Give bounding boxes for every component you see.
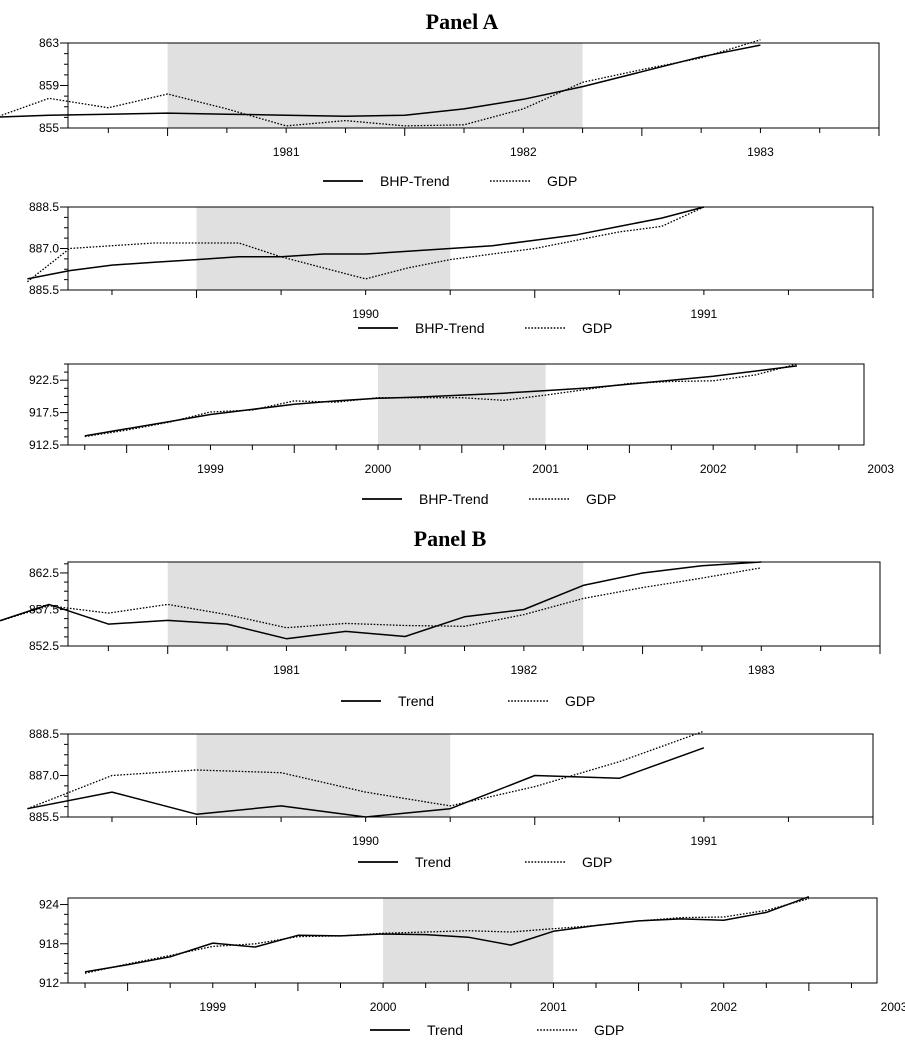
- x-tick-label: 1990: [352, 307, 379, 321]
- x-tick-label: 1981: [273, 145, 300, 159]
- x-tick-label: 2002: [700, 462, 727, 476]
- legend-label: GDP: [582, 320, 612, 336]
- panel-b-title: Panel B: [414, 526, 487, 551]
- legend: BHP-Trend GDP: [358, 320, 612, 336]
- x-tick-label: 1990: [352, 834, 379, 848]
- legend-label: Trend: [398, 693, 434, 709]
- x-tick-label: 1999: [199, 1000, 226, 1014]
- x-tick-label: 2003: [867, 462, 894, 476]
- shaded-region: [196, 207, 451, 290]
- shaded-region: [196, 734, 451, 817]
- shaded-region: [383, 898, 554, 983]
- series-line-bhp-trend: [0, 44, 761, 118]
- y-tick-label: 859: [39, 79, 59, 93]
- shaded-region: [167, 562, 584, 646]
- x-tick-label: 1983: [747, 145, 774, 159]
- legend-label: GDP: [547, 173, 577, 189]
- x-tick-label: 2001: [532, 462, 559, 476]
- legend: BHP-Trend GDP: [362, 491, 616, 507]
- y-tick-label: 912.5: [29, 438, 59, 452]
- chart-5: 885.5 887.0 888.5 1990 1991 Trend GDP: [27, 727, 874, 870]
- x-tick-label: 2003: [881, 1000, 905, 1014]
- x-tick-label: 2000: [365, 462, 392, 476]
- x-tick-label: 2002: [710, 1000, 737, 1014]
- legend: Trend GDP: [370, 1022, 624, 1038]
- shaded-region: [378, 364, 546, 445]
- legend: BHP-Trend GDP: [323, 173, 577, 189]
- chart-1: 855 859 863 1981 1982 1983 BHP-Trend GDP: [0, 36, 880, 189]
- x-tick-label: 1991: [691, 307, 718, 321]
- series-line-gdp: [84, 363, 798, 438]
- chart-6: 912 918 924 1999 2000 2001 2002 2003 Trend GDP: [39, 895, 905, 1038]
- plot-frame: [67, 733, 874, 818]
- legend-label: GDP: [586, 491, 616, 507]
- legend-label: GDP: [565, 693, 595, 709]
- series-line-trend: [0, 561, 762, 640]
- legend-label: GDP: [594, 1022, 624, 1038]
- x-tick-label: 1982: [511, 663, 538, 677]
- y-tick-label: 922.5: [29, 373, 59, 387]
- x-tick-label: 2000: [370, 1000, 397, 1014]
- panel-a-title: Panel A: [426, 9, 499, 34]
- x-tick-label: 2001: [540, 1000, 567, 1014]
- chart-3: 912.5 917.5 922.5 1999 2000 2001 2002 2003 BHP-T…: [29, 363, 894, 507]
- y-tick-label: 885.5: [29, 283, 59, 297]
- series-line-trend: [84, 895, 810, 973]
- legend-label: Trend: [427, 1022, 463, 1038]
- series-line-trend: [27, 747, 705, 818]
- y-tick-label: 888.5: [29, 727, 59, 741]
- legend-label: BHP-Trend: [380, 173, 450, 189]
- y-tick-label: 918: [39, 937, 59, 951]
- plot-frame: [67, 206, 874, 291]
- y-tick-label: 885.5: [29, 810, 59, 824]
- y-tick-label: 852.5: [29, 639, 59, 653]
- y-tick-label: 887.0: [29, 242, 59, 256]
- y-tick-label: 862.5: [29, 566, 59, 580]
- plot-frame: [67, 561, 881, 647]
- y-tick-label: 912: [39, 976, 59, 990]
- series-line-gdp: [27, 730, 705, 810]
- x-tick-label: 1983: [748, 663, 775, 677]
- y-tick-label: 917.5: [29, 406, 59, 420]
- plot-frame: [67, 897, 878, 984]
- x-tick-label: 1981: [273, 663, 300, 677]
- series-line-gdp: [84, 898, 810, 974]
- legend-label: BHP-Trend: [419, 491, 489, 507]
- y-tick-label: 887.0: [29, 769, 59, 783]
- x-tick-label: 1991: [691, 834, 718, 848]
- series-line-bhp-trend: [27, 206, 705, 280]
- legend-label: BHP-Trend: [415, 320, 485, 336]
- legend-label: GDP: [582, 854, 612, 870]
- series-line-bhp-trend: [84, 365, 798, 437]
- legend: Trend GDP: [341, 693, 595, 709]
- legend-label: Trend: [415, 854, 451, 870]
- x-tick-label: 1999: [197, 462, 224, 476]
- y-tick-label: 924: [39, 898, 59, 912]
- x-tick-label: 1982: [510, 145, 537, 159]
- legend: Trend GDP: [358, 854, 612, 870]
- y-tick-label: 855: [39, 121, 59, 135]
- y-tick-label: 863: [39, 36, 59, 50]
- chart-2: 885.5 887.0 888.5 1990 1991 BHP-Trend GDP: [26, 200, 874, 336]
- y-tick-label: 888.5: [29, 200, 59, 214]
- series-line-gdp: [0, 567, 762, 629]
